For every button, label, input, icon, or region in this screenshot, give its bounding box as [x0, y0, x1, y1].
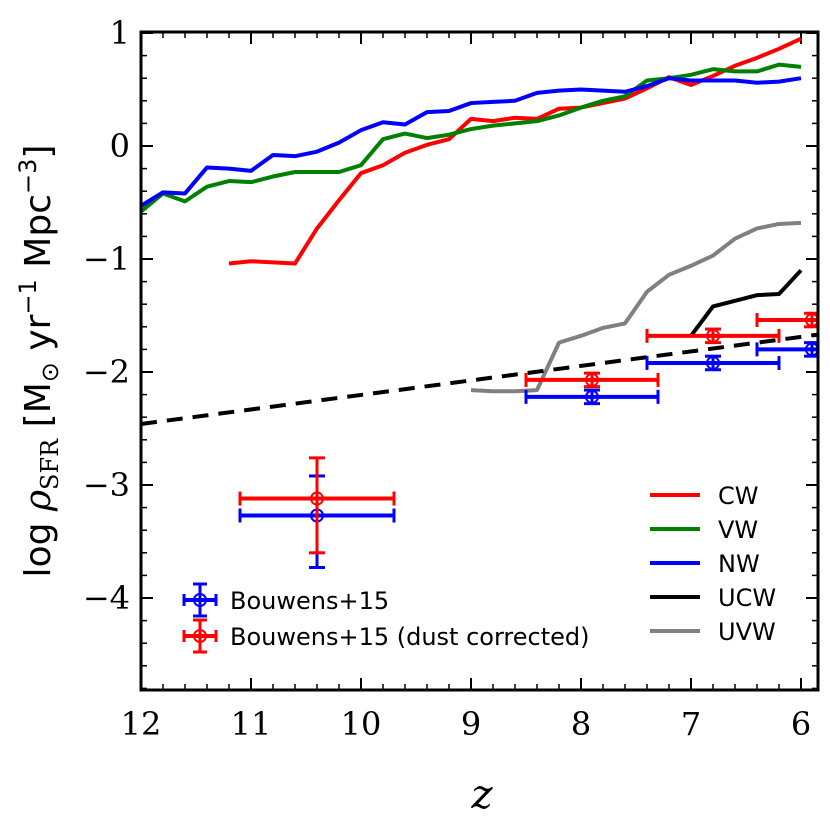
series-line-nw — [141, 76, 802, 208]
x-tick-label: 7 — [681, 705, 701, 743]
legend-entry-vw: VW — [650, 516, 758, 544]
svg-text:NW: NW — [718, 550, 760, 578]
series-layer — [141, 36, 818, 426]
ylabel-mpc: Mpc — [18, 194, 59, 279]
data-point-dust-corrected — [524, 371, 660, 389]
ylabel-sun: ⊙ — [36, 362, 64, 382]
plot-frame — [139, 30, 820, 692]
svg-text:CW: CW — [718, 482, 759, 510]
ylabel-prefix: log — [18, 511, 59, 577]
legend-entry-nw: NW — [650, 550, 760, 578]
legend-points: Bouwens+15 Bouwens+15 (dust corrected) — [182, 582, 590, 654]
legend-entry-dust-corrected: Bouwens+15 (dust corrected) — [182, 618, 590, 654]
series-line-ucw — [689, 268, 803, 338]
ylabel-close: ] — [18, 145, 59, 159]
ylabel-units-open: [M — [18, 382, 59, 439]
x-tick-label: 11 — [231, 705, 272, 743]
svg-text:Bouwens+15: Bouwens+15 — [230, 587, 389, 615]
svg-text:UCW: UCW — [718, 584, 776, 612]
ylabel-yr-exp: −1 — [14, 279, 42, 314]
data-point-dust-corrected — [755, 311, 818, 329]
x-tick-label: 10 — [341, 705, 382, 743]
data-point-bouwens — [645, 354, 781, 372]
ylabel-mpc-exp: −3 — [14, 159, 42, 194]
y-tick-label: −4 — [83, 579, 130, 617]
series-line-uvw — [470, 220, 802, 394]
svg-text:VW: VW — [718, 516, 758, 544]
x-tick-label: 9 — [461, 705, 481, 743]
data-point-dust-corrected — [645, 327, 781, 345]
y-tick-label: −2 — [83, 353, 130, 391]
typical-error-layer — [238, 456, 396, 569]
legend-entry-ucw: UCW — [650, 584, 776, 612]
x-tick-label: 12 — [121, 705, 162, 743]
x-tick-label: 6 — [791, 705, 811, 743]
svg-text:UVW: UVW — [718, 618, 776, 646]
y-tick-label: 0 — [110, 127, 130, 165]
y-tick-labels: 1 0 −1 −2 −3 −4 — [83, 14, 130, 617]
typical-error-dust-corrected — [238, 456, 396, 555]
ylabel-rho: ρ — [18, 490, 59, 512]
x-tick-label: 8 — [571, 705, 591, 743]
legend-entry-cw: CW — [650, 482, 759, 510]
data-point-bouwens — [755, 341, 818, 358]
x-axis-label: z — [470, 772, 493, 818]
ylabel-sub: SFR — [36, 438, 64, 490]
data-point-bouwens — [524, 388, 660, 406]
ylabel-yr: yr — [18, 314, 59, 362]
x-tick-labels: 12 11 10 9 8 7 6 — [121, 705, 812, 743]
legend-lines: CW VW NW UCW UVW — [650, 482, 776, 646]
legend-entry-bouwens: Bouwens+15 — [182, 582, 389, 618]
y-tick-label: −3 — [83, 466, 130, 504]
svg-text:Bouwens+15 (dust corrected): Bouwens+15 (dust corrected) — [230, 623, 590, 651]
series-line-vw — [141, 62, 802, 214]
reference-dashed-line — [141, 332, 818, 426]
y-axis-label: log ρSFR [M⊙ yr−1 Mpc−3] — [14, 145, 64, 578]
y-tick-label: −1 — [83, 240, 130, 278]
y-tick-label: 1 — [110, 14, 130, 52]
observation-layer — [524, 311, 818, 406]
legend-entry-uvw: UVW — [650, 618, 776, 646]
